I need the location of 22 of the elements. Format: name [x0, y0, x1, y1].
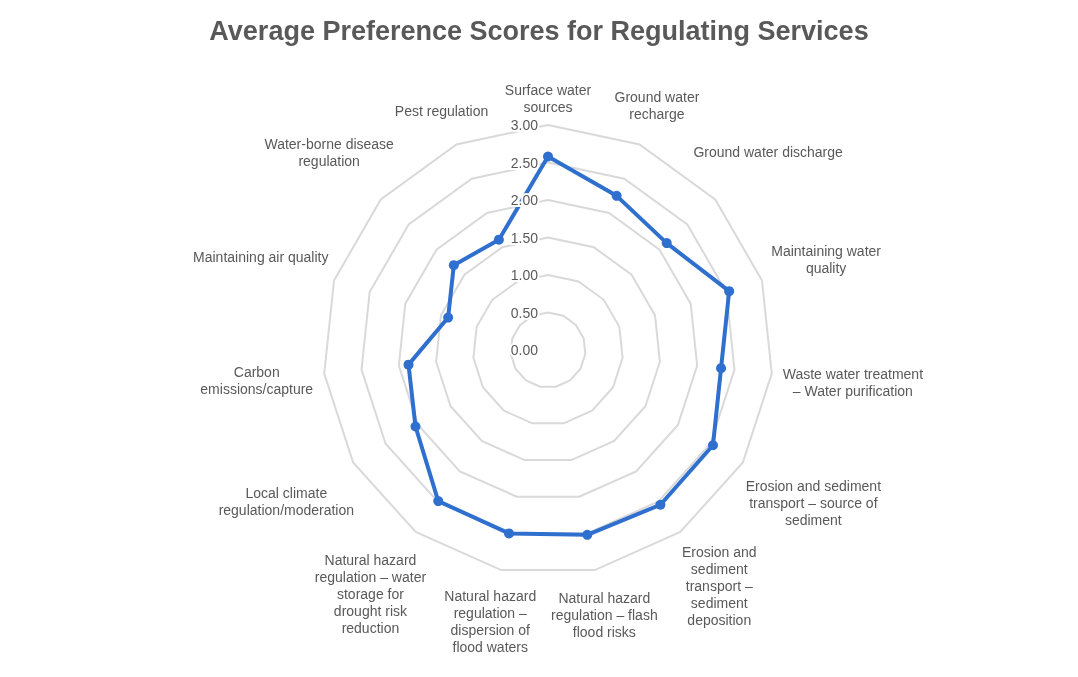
spoke-label: Natural hazard regulation – flash flood risks	[551, 590, 658, 641]
y-tick-label: 3.00	[510, 117, 539, 133]
y-tick-label: 1.00	[510, 267, 539, 283]
y-tick-label: 2.50	[510, 154, 539, 171]
spoke-label: Ground water discharge	[693, 143, 844, 160]
spoke-label: Maintaining air quality	[193, 248, 329, 265]
spoke-label: Surface water sources	[504, 81, 592, 115]
spoke-label: Local climate regulation/moderation	[218, 484, 355, 518]
spoke-label: Erosion and sediment transport – sediment deposition	[681, 543, 757, 628]
spoke-label: Waste water treatment – Water purification	[782, 365, 924, 399]
spoke-label: Maintaining water quality	[771, 243, 882, 277]
spoke-label: Water-borne disease regulation	[264, 136, 395, 170]
spoke-label: Carbon emissions/capture	[200, 364, 314, 398]
y-tick-label: 0.50	[510, 304, 539, 321]
spoke-label: Natural hazard regulation – water storage for drought risk reduction	[314, 552, 427, 637]
y-tick-label: 1.50	[510, 229, 539, 246]
spoke-label: Pest regulation	[394, 102, 489, 119]
chart-title: Average Preference Scores for Regulating Services	[209, 15, 869, 46]
spoke-label: Erosion and sediment transport – source of sediment	[745, 478, 882, 529]
spoke-label: Ground water recharge	[614, 88, 700, 122]
y-tick-label: 0.00	[510, 342, 539, 358]
spoke-label: Natural hazard regulation – dispersion of flood waters	[444, 588, 537, 656]
